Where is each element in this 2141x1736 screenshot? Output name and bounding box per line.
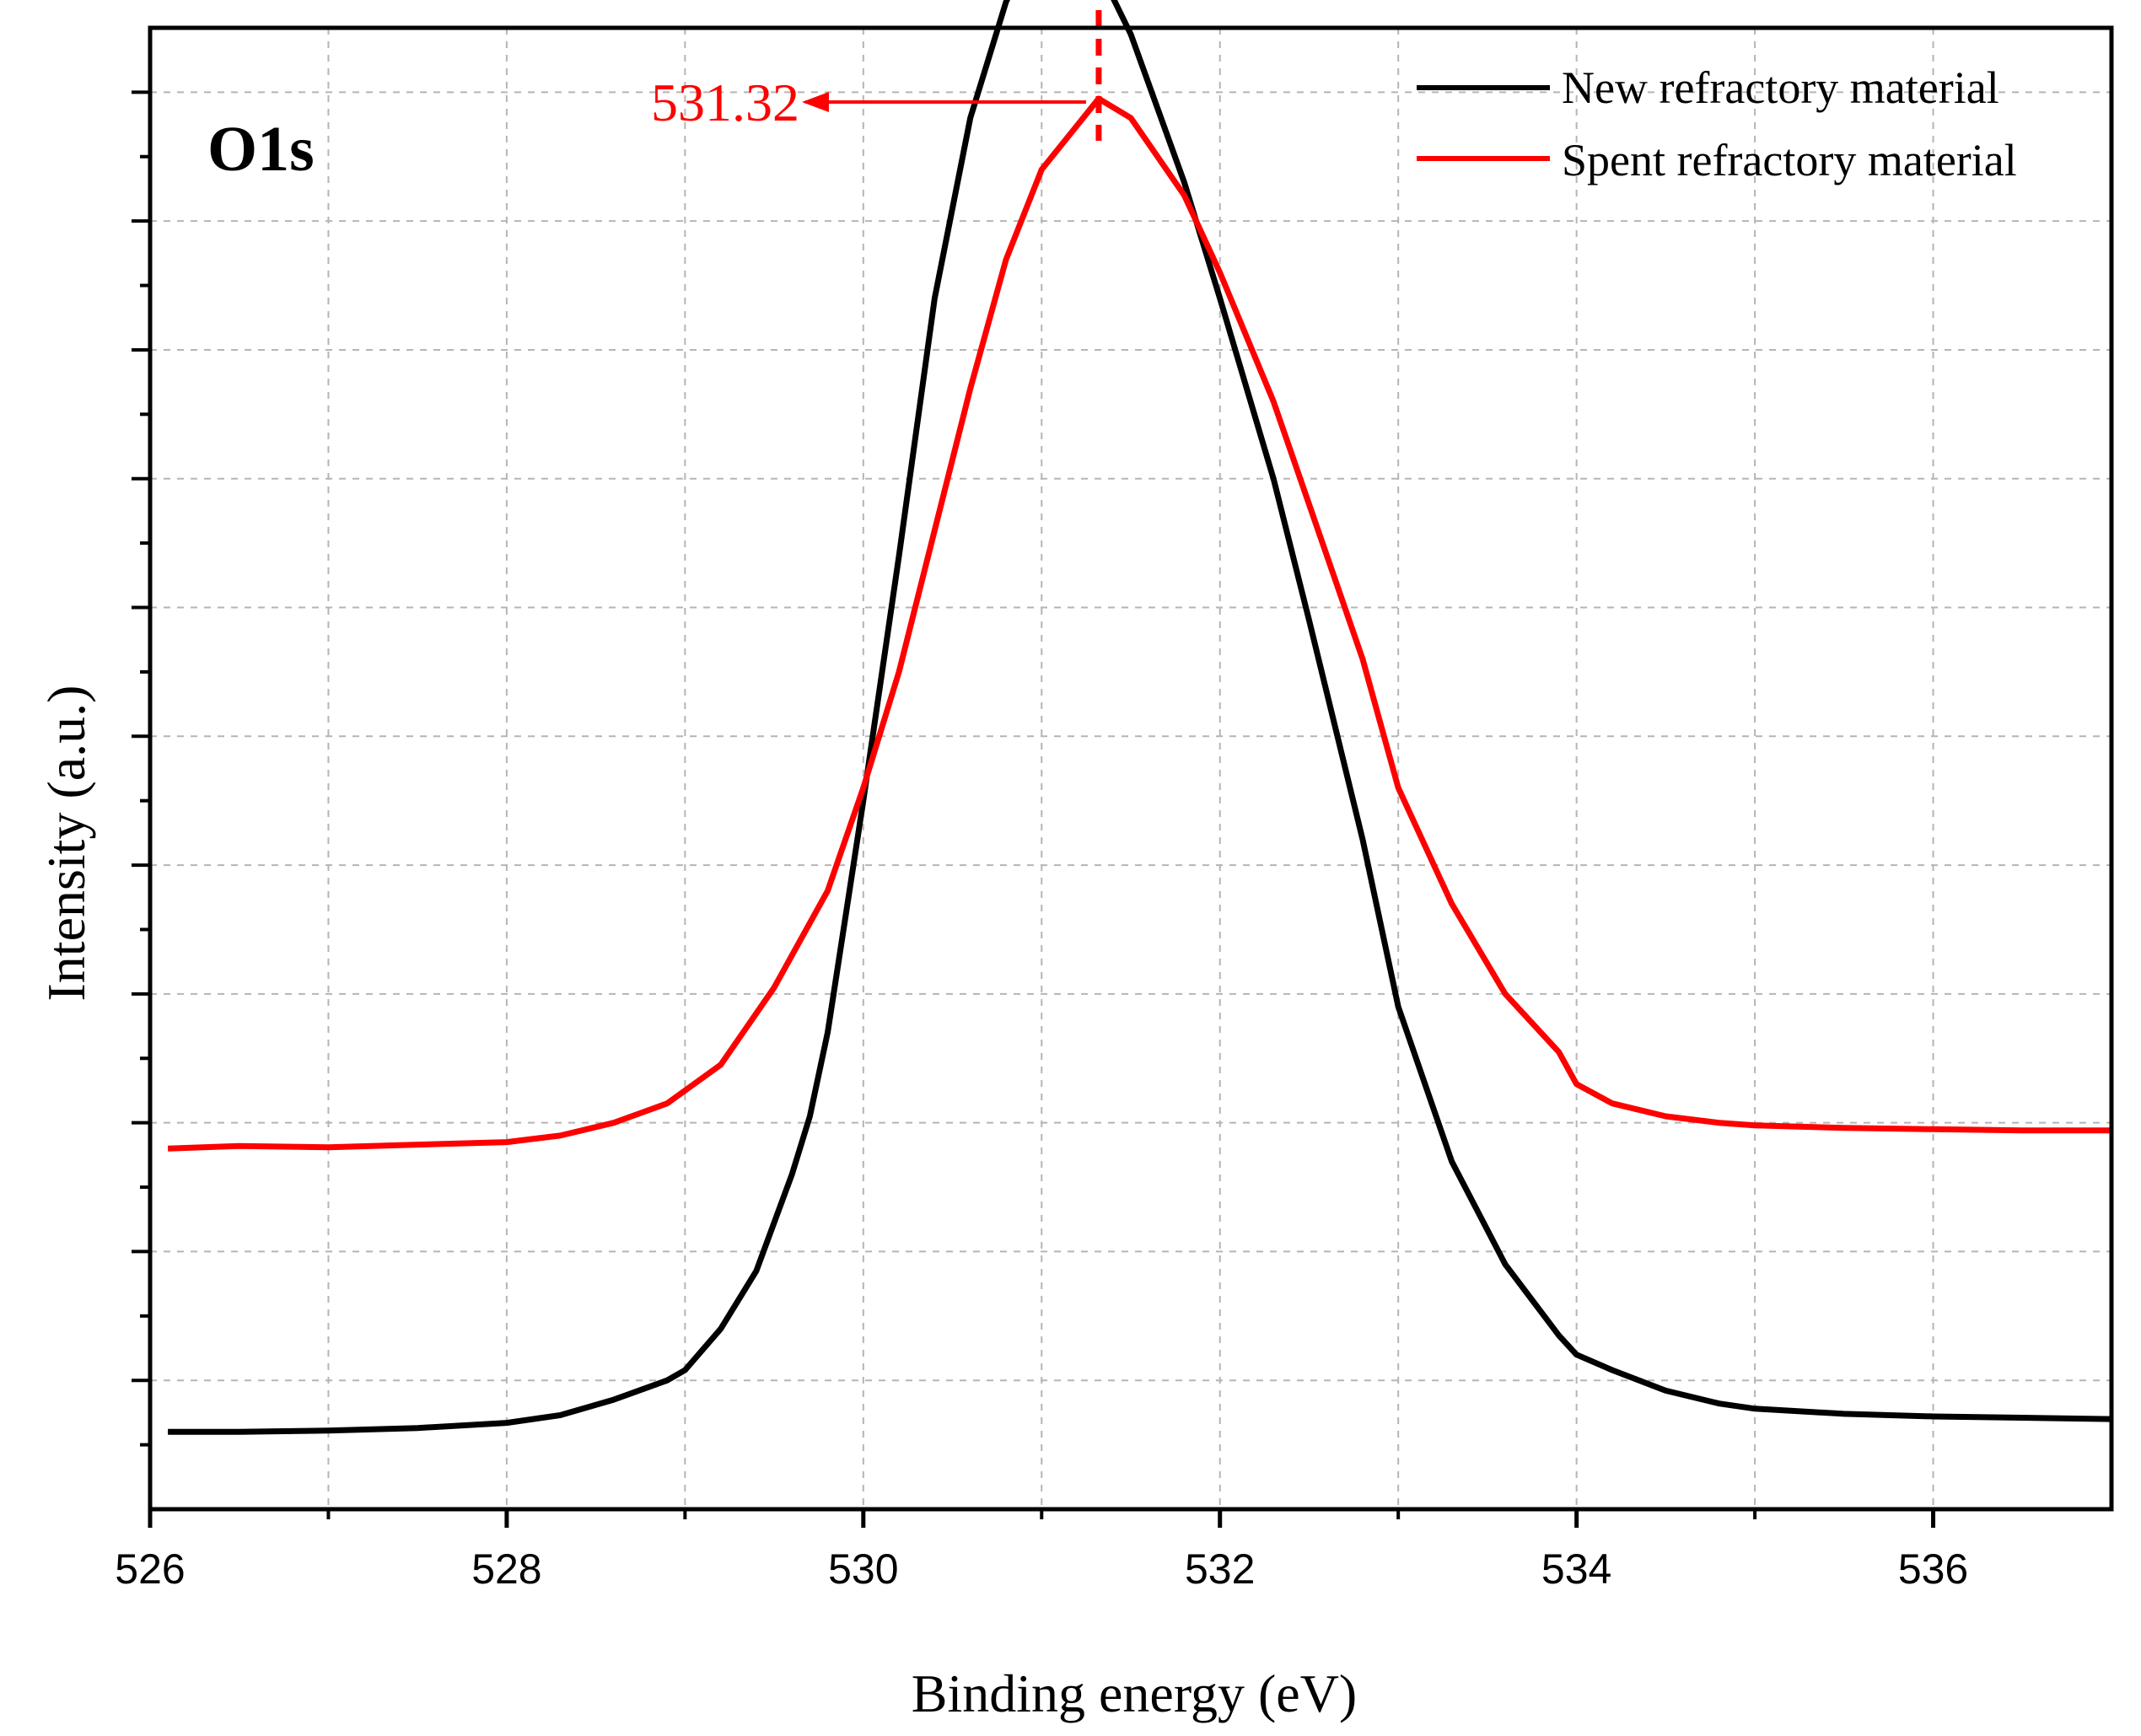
legend-label-spent: Spent refractory material: [1562, 135, 2017, 185]
peak-label-spent: 531.32: [651, 73, 799, 132]
x-axis-title: Binding energy (eV): [912, 1663, 1357, 1723]
series-line-new: [168, 0, 2112, 1435]
series-layer: [167, 0, 2112, 1435]
legend-label-new: New refractory material: [1562, 62, 1999, 113]
plot-frame: [148, 25, 2114, 1512]
grid: [150, 28, 2111, 1509]
y-axis-title: Intensity (a.u.): [36, 685, 96, 1002]
x-tick-label: 528: [471, 1545, 541, 1593]
x-axis-ticks: 526 528 530 532 534 536: [115, 90, 1968, 1593]
x-tick-label: 536: [1898, 1545, 1968, 1593]
x-tick-label: 532: [1185, 1545, 1255, 1593]
series-line-spent: [167, 95, 2111, 1152]
x-tick-label: 534: [1541, 1545, 1611, 1593]
x-tick-label: 526: [115, 1545, 185, 1593]
panel-label: O1s: [207, 114, 315, 185]
annotation-layer: 531.32531.08: [651, 10, 1102, 142]
legend: New refractory material Spent refractory…: [1417, 62, 2017, 185]
x-tick-label: 530: [828, 1545, 898, 1593]
